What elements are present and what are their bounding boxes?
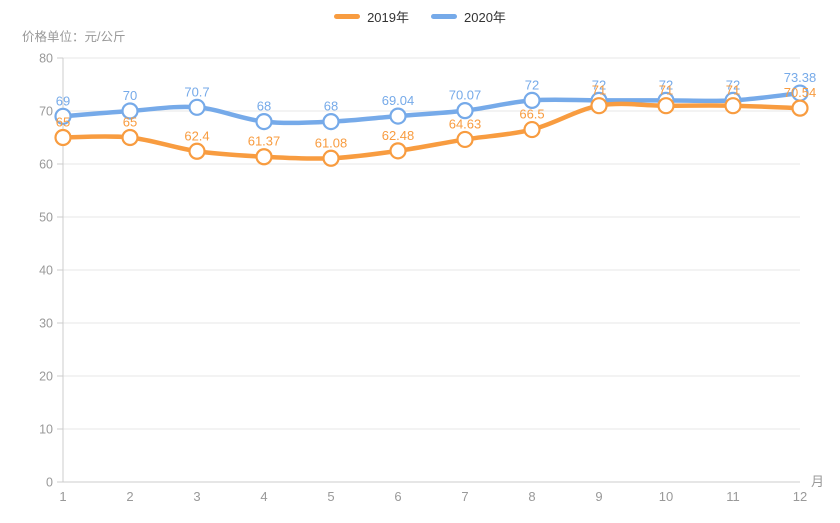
x-axis-unit: 月 <box>811 474 824 489</box>
y-tick-label: 80 <box>39 52 53 66</box>
y-tick-label: 60 <box>39 158 53 172</box>
x-tick-label: 4 <box>260 489 267 504</box>
value-label-2019: 62.4 <box>184 128 209 143</box>
x-tick-label: 5 <box>327 489 334 504</box>
data-point-2019[interactable] <box>322 149 340 167</box>
data-point-2019[interactable] <box>188 142 206 160</box>
data-point-2019[interactable] <box>590 97 608 115</box>
data-point-2019[interactable] <box>657 97 675 115</box>
value-label-2019: 66.5 <box>519 107 544 122</box>
y-axis-title: 价格单位：元/公斤 <box>22 30 126 44</box>
value-label-2020: 72 <box>659 77 673 92</box>
x-tick-label: 1 <box>59 489 66 504</box>
y-tick-label: 0 <box>46 476 53 490</box>
value-label-2019: 71 <box>592 83 606 98</box>
value-label-2019: 70.54 <box>784 85 817 100</box>
data-point-2019[interactable] <box>523 120 541 139</box>
y-tick-label: 10 <box>39 423 53 437</box>
x-tick-label: 2 <box>126 489 133 504</box>
x-tick-label: 3 <box>193 489 200 504</box>
value-label-2019: 62.48 <box>382 128 415 143</box>
value-label-2020: 69 <box>56 93 70 108</box>
x-tick-label: 10 <box>659 489 673 504</box>
legend-marker-2019 <box>334 14 361 19</box>
value-label-2020: 70 <box>123 88 137 103</box>
legend-item-2020[interactable]: 2020年 <box>431 7 506 26</box>
value-label-2020: 68 <box>257 99 271 114</box>
value-label-2019: 61.37 <box>248 134 281 149</box>
data-point-2020[interactable] <box>188 98 206 116</box>
value-label-2019: 64.63 <box>449 116 482 131</box>
x-tick-label: 7 <box>461 489 468 504</box>
value-label-2020: 70.07 <box>449 88 482 103</box>
value-label-2019: 71 <box>726 83 740 98</box>
data-point-2020[interactable] <box>54 107 72 125</box>
value-label-2020: 70.7 <box>184 84 209 99</box>
y-tick-label: 70 <box>39 105 53 119</box>
x-tick-label: 6 <box>394 489 401 504</box>
data-point-2019[interactable] <box>456 130 474 149</box>
y-tick-label: 20 <box>39 370 53 384</box>
legend-item-2019[interactable]: 2019年 <box>334 7 409 26</box>
data-point-2019[interactable] <box>389 142 407 160</box>
y-tick-label: 40 <box>39 264 53 278</box>
data-point-2020[interactable] <box>523 91 541 110</box>
value-label-2020: 69.04 <box>382 93 415 108</box>
x-tick-label: 9 <box>595 489 602 504</box>
y-tick-label: 50 <box>39 211 53 225</box>
value-label-2020: 72 <box>592 77 606 92</box>
value-label-2019: 65 <box>123 115 137 130</box>
y-tick-label: 30 <box>39 317 53 331</box>
legend-label-2020: 2020年 <box>464 10 506 25</box>
x-tick-label: 8 <box>528 489 535 504</box>
data-point-2020[interactable] <box>456 102 474 120</box>
x-tick-label: 11 <box>726 489 740 504</box>
legend-marker-2020 <box>431 14 457 19</box>
data-point-2019[interactable] <box>724 97 742 115</box>
series-line-2020 <box>60 90 803 126</box>
legend-label-2019: 2019年 <box>367 10 409 25</box>
value-label-2019: 65 <box>56 115 70 130</box>
data-point-2019[interactable] <box>121 128 139 147</box>
data-point-2019[interactable] <box>791 99 809 117</box>
value-label-2019: 61.08 <box>315 135 348 150</box>
value-label-2019: 71 <box>659 83 673 98</box>
data-point-2020[interactable] <box>389 107 407 125</box>
x-tick-label: 12 <box>793 489 807 504</box>
value-label-2020: 73.38 <box>784 70 817 85</box>
data-point-2019[interactable] <box>54 128 72 147</box>
value-label-2020: 72 <box>726 77 740 92</box>
data-point-2019[interactable] <box>255 148 273 166</box>
value-label-2020: 68 <box>324 99 338 114</box>
data-point-2020[interactable] <box>322 112 340 131</box>
chart-legend: 2019年 2020年 <box>0 7 840 26</box>
value-label-2020: 72 <box>525 77 539 92</box>
data-point-2020[interactable] <box>121 102 139 120</box>
data-point-2020[interactable] <box>255 112 273 131</box>
